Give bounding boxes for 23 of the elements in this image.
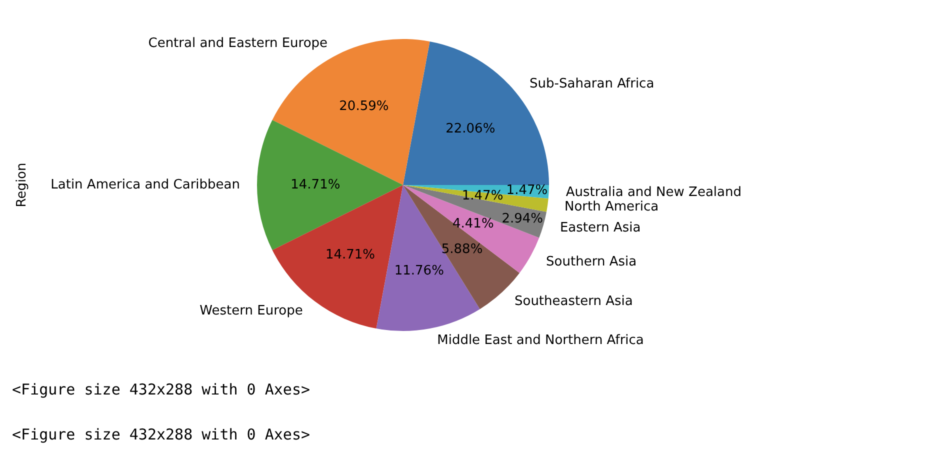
text: Region [14, 162, 30, 208]
text: <Figure size 432x288 with 0 Axes> [12, 426, 310, 444]
data-label: 20.59% [339, 99, 389, 114]
slice-label: Western Europe [200, 304, 303, 319]
data-label: 14.71% [290, 178, 340, 193]
data-label: 11.76% [394, 264, 444, 279]
slice-label: Middle East and Northern Africa [437, 332, 644, 348]
slice-label: Eastern Asia [560, 220, 641, 236]
data-label: 22.06% [446, 122, 496, 137]
slice-label: Latin America and Caribbean [50, 178, 240, 193]
slice-label: Southeastern Asia [514, 294, 633, 310]
slice-label: Southern Asia [546, 254, 637, 270]
data-label: 4.41% [452, 216, 494, 232]
data-label: 5.88% [441, 242, 483, 258]
data-label: 2.94% [502, 211, 544, 226]
data-label: 1.47% [506, 183, 548, 198]
slice-label: Central and Eastern Europe [148, 36, 328, 52]
slice-label: North America [564, 199, 659, 214]
text: <Figure size 432x288 with 0 Axes> [12, 380, 310, 398]
data-label: 1.47% [462, 188, 504, 204]
slice-label: Australia and New Zealand [566, 184, 742, 200]
slice-label: Sub-Saharan Africa [530, 76, 654, 92]
data-label: 14.71% [325, 247, 376, 262]
